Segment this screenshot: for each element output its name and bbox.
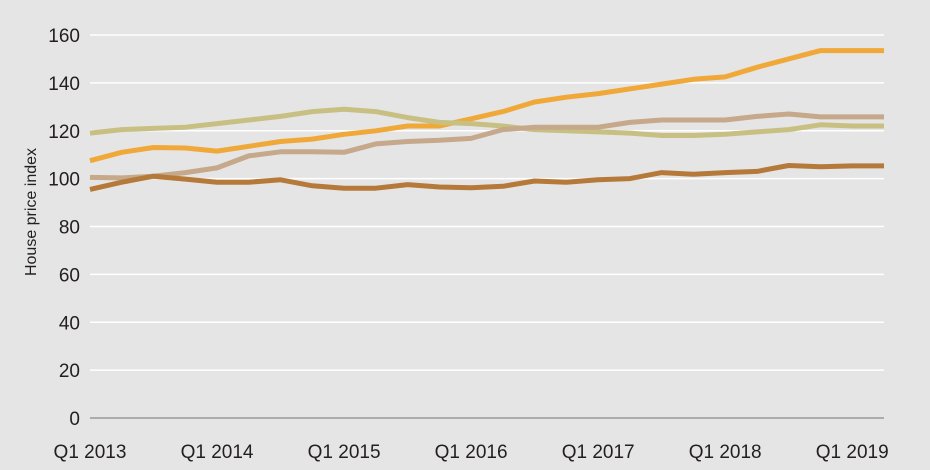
y-tick-label: 160 (48, 26, 80, 47)
x-tick-label: Q1 2017 (562, 442, 635, 463)
y-tick-label: 120 (48, 122, 80, 143)
series-lines (89, 48, 884, 192)
y-tick-label: 80 (59, 218, 80, 239)
x-tick-label: Q1 2013 (54, 442, 127, 463)
series-line-3 (89, 111, 884, 181)
y-tick-label: 40 (59, 313, 80, 334)
series-line-4 (89, 163, 884, 192)
x-tick-label: Q1 2015 (308, 442, 381, 463)
x-tick-label: Q1 2016 (435, 442, 508, 463)
y-tick-label: 20 (59, 361, 80, 382)
y-axis-title: House price index (23, 148, 40, 276)
x-tick-labels: Q1 2013 Q1 2014 Q1 2015 Q1 2016 Q1 2017 Q1 20… (54, 442, 889, 463)
y-tick-label: 0 (69, 409, 80, 430)
x-tick-label: Q1 2018 (689, 442, 762, 463)
y-tick-label: 140 (48, 74, 80, 95)
y-tick-label: 60 (59, 265, 80, 286)
series-line-2 (89, 106, 884, 138)
y-tick-label: 100 (48, 170, 80, 191)
x-tick-label: Q1 2019 (816, 442, 889, 463)
gridlines (90, 34, 884, 419)
y-tick-labels: 0 20 40 60 80 100 120 140 160 (48, 26, 80, 430)
x-tick-label: Q1 2014 (181, 442, 254, 463)
series-line-1 (89, 48, 884, 164)
